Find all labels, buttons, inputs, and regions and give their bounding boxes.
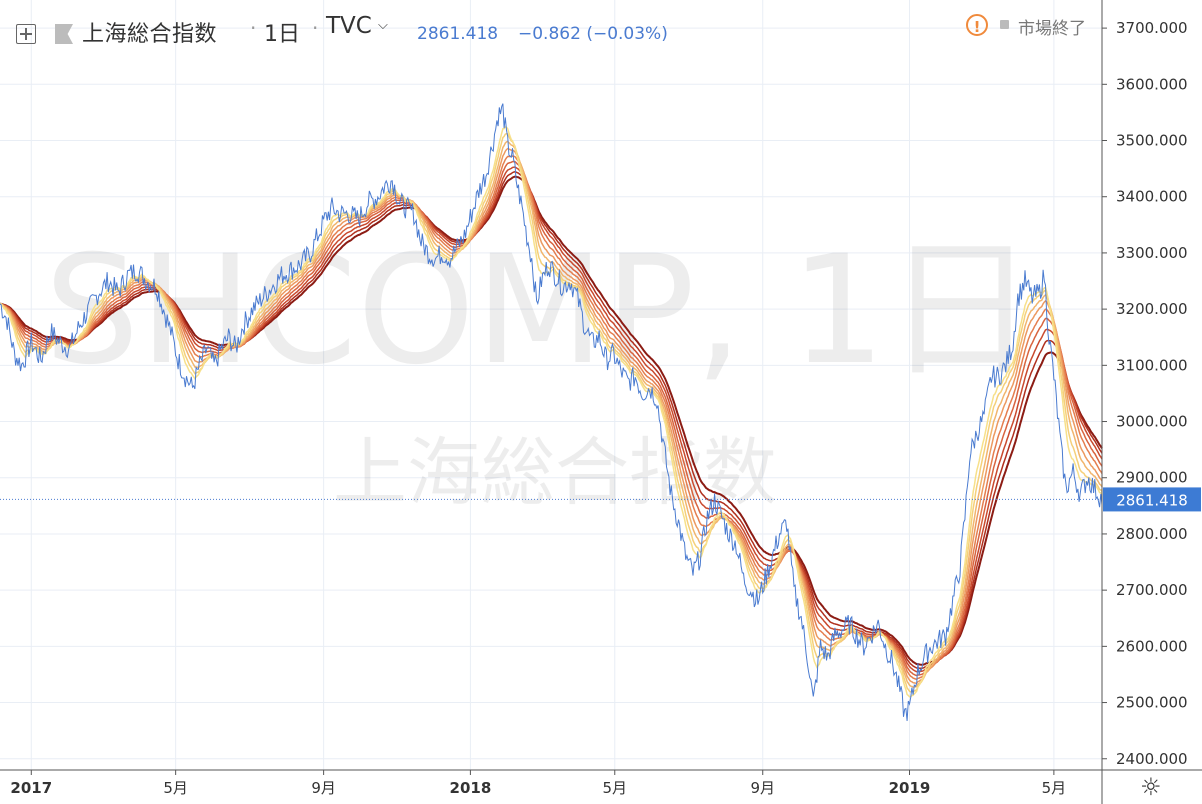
y-tick-label: 3100.000	[1116, 356, 1188, 374]
x-tick-label: 5月	[163, 779, 188, 797]
plus-box-icon[interactable]	[16, 24, 36, 44]
market-status: 市場終了	[1018, 19, 1086, 39]
watermark-name: 上海総合指数	[333, 430, 777, 516]
x-tick-label: 5月	[602, 779, 627, 797]
y-tick-label: 2400.000	[1116, 750, 1188, 768]
x-tick-label: 9月	[750, 779, 775, 797]
watermark-symbol: SHCOMP, 1日	[44, 224, 1035, 398]
y-tick-label: 2600.000	[1116, 637, 1188, 655]
y-tick-label: 3500.000	[1116, 132, 1188, 150]
ribbon-ma-line	[0, 147, 1103, 684]
flag-icon[interactable]	[55, 24, 73, 44]
gear-icon[interactable]: ☼	[1140, 773, 1162, 801]
ribbon-ma-line	[0, 132, 1103, 693]
y-tick-label: 2500.000	[1116, 694, 1188, 712]
last-price-label: 2861.418	[1116, 491, 1188, 509]
last-price: 2861.418	[417, 24, 499, 44]
y-tick-label: 3400.000	[1116, 188, 1188, 206]
separator-dot: ·	[250, 16, 257, 40]
y-tick-label: 3700.000	[1116, 19, 1188, 37]
ribbon-ma-line	[0, 125, 1103, 698]
price-line	[0, 103, 1103, 721]
x-tick-label: 9月	[311, 779, 336, 797]
last-price-label-bg	[1103, 487, 1201, 512]
ribbon-ma-line	[0, 155, 1103, 680]
y-tick-label: 3300.000	[1116, 244, 1188, 262]
y-tick-label: 3200.000	[1116, 300, 1188, 318]
y-tick-label: 3600.000	[1116, 75, 1188, 93]
y-tick-label: 2800.000	[1116, 525, 1188, 543]
symbol-name[interactable]: 上海総合指数	[82, 22, 218, 47]
price-change: −0.862 (−0.03%)	[518, 24, 668, 44]
status-square-icon	[1000, 20, 1009, 29]
x-tick-label: 2017	[10, 779, 52, 797]
y-tick-label: 2900.000	[1116, 469, 1188, 487]
separator-dot: ·	[312, 16, 319, 40]
resolution-label[interactable]: 1日	[264, 22, 300, 47]
y-tick-label: 3000.000	[1116, 413, 1188, 431]
y-tick-label: 2700.000	[1116, 581, 1188, 599]
chevron-down-icon[interactable]: ⌵	[378, 18, 388, 33]
x-tick-label: 2018	[450, 779, 492, 797]
ribbon-ma-line	[0, 160, 1103, 677]
exclamation-circle-icon[interactable]: !	[966, 14, 988, 36]
x-tick-label: 2019	[889, 779, 931, 797]
x-tick-label: 5月	[1042, 779, 1067, 797]
exchange-label[interactable]: TVC	[326, 13, 372, 39]
